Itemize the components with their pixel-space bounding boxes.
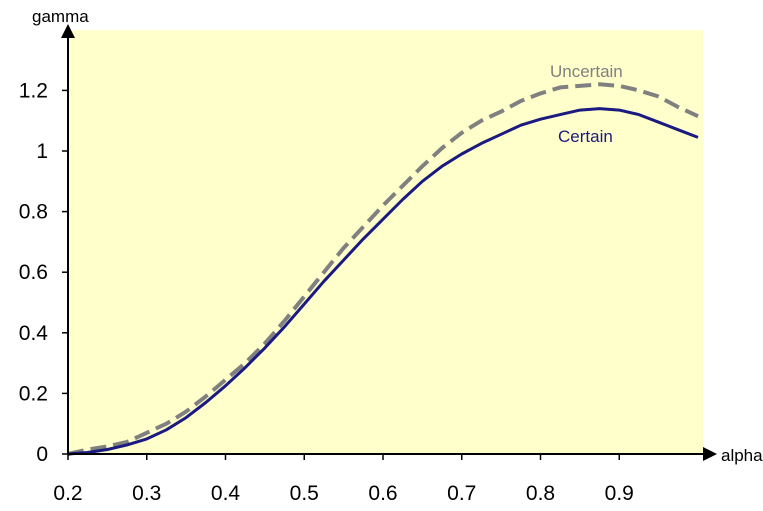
x-tick-label: 0.9 <box>605 482 634 505</box>
y-axis-arrow <box>61 24 75 38</box>
x-tick-label: 0.7 <box>447 482 476 505</box>
y-tick-label: 0.6 <box>19 261 48 284</box>
y-tick-label: 1.2 <box>19 79 48 102</box>
y-tick-label: 0.2 <box>19 382 48 405</box>
x-tick-label: 0.4 <box>211 482 241 505</box>
plot-area <box>68 30 703 454</box>
x-tick-label: 0.8 <box>526 482 555 505</box>
x-tick-label: 0.3 <box>132 482 161 505</box>
x-axis-label: alpha <box>721 446 763 465</box>
x-tick-label: 0.6 <box>368 482 397 505</box>
x-tick-label: 0.5 <box>290 482 319 505</box>
series-line-certain <box>67 107 699 456</box>
y-tick-label: 0.8 <box>19 201 48 224</box>
y-tick-label: 0 <box>36 443 48 466</box>
x-axis-arrow <box>703 447 717 461</box>
x-tick-label: 0.2 <box>53 482 82 505</box>
series-label-certain: Certain <box>558 127 613 146</box>
y-tick-label: 0.4 <box>19 322 49 345</box>
y-tick-label: 1 <box>36 140 48 163</box>
series-label-uncertain: Uncertain <box>550 62 623 81</box>
y-axis-label: gamma <box>32 7 89 26</box>
